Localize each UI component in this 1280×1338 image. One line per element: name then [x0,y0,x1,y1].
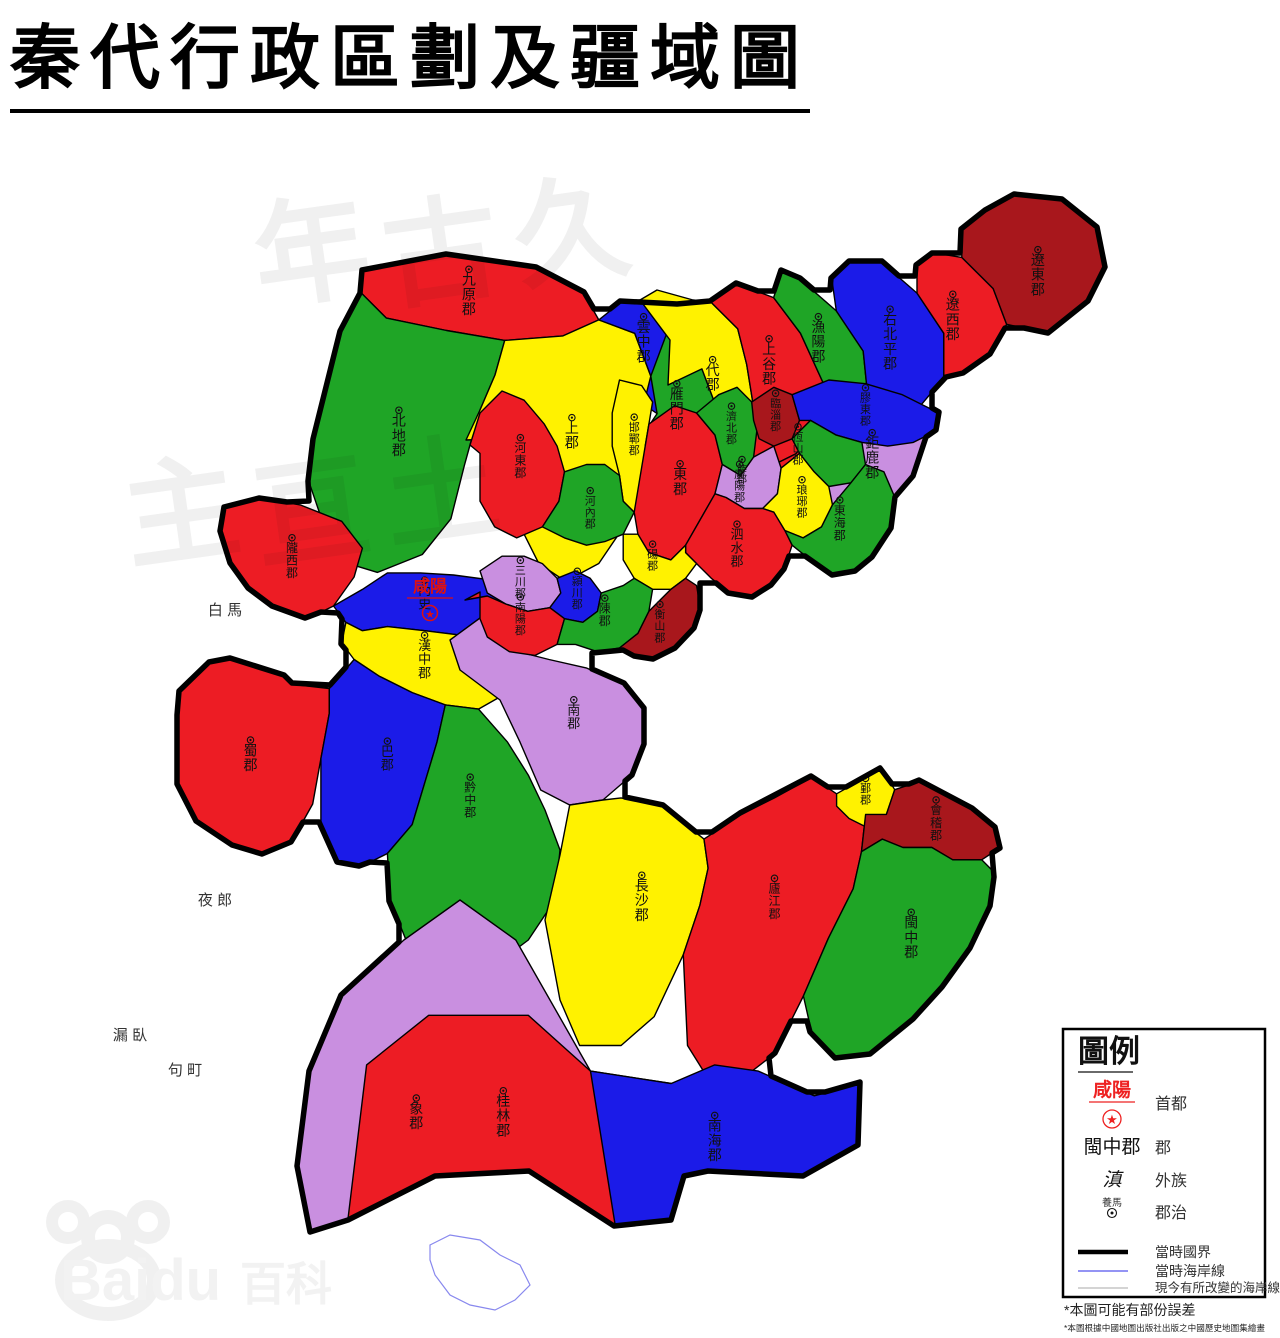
svg-text:養馬: 養馬 [1102,1196,1122,1209]
svg-text:*本圖可能有部份誤差: *本圖可能有部份誤差 [1064,1302,1195,1318]
svg-text:*本圖根據中國地圖出版社出版之中國歷史地圖集繪畫: *本圖根據中國地圖出版社出版之中國歷史地圖集繪畫 [1064,1322,1265,1333]
svg-text:圖例: 圖例 [1078,1034,1140,1069]
svg-text:滇: 滇 [1102,1170,1124,1191]
svg-text:當時國界: 當時國界 [1155,1244,1211,1260]
svg-text:現今有所改變的海岸線: 現今有所改變的海岸線 [1155,1280,1280,1295]
svg-text:首都: 首都 [1155,1095,1187,1113]
svg-text:外族: 外族 [1155,1172,1187,1190]
svg-text:★: ★ [1106,1112,1118,1127]
svg-text:郡: 郡 [1155,1139,1171,1157]
svg-text:閩中郡: 閩中郡 [1083,1136,1140,1158]
svg-text:咸陽: 咸陽 [1093,1078,1131,1101]
svg-text:郡治: 郡治 [1155,1204,1187,1222]
svg-text:當時海岸線: 當時海岸線 [1155,1263,1225,1279]
